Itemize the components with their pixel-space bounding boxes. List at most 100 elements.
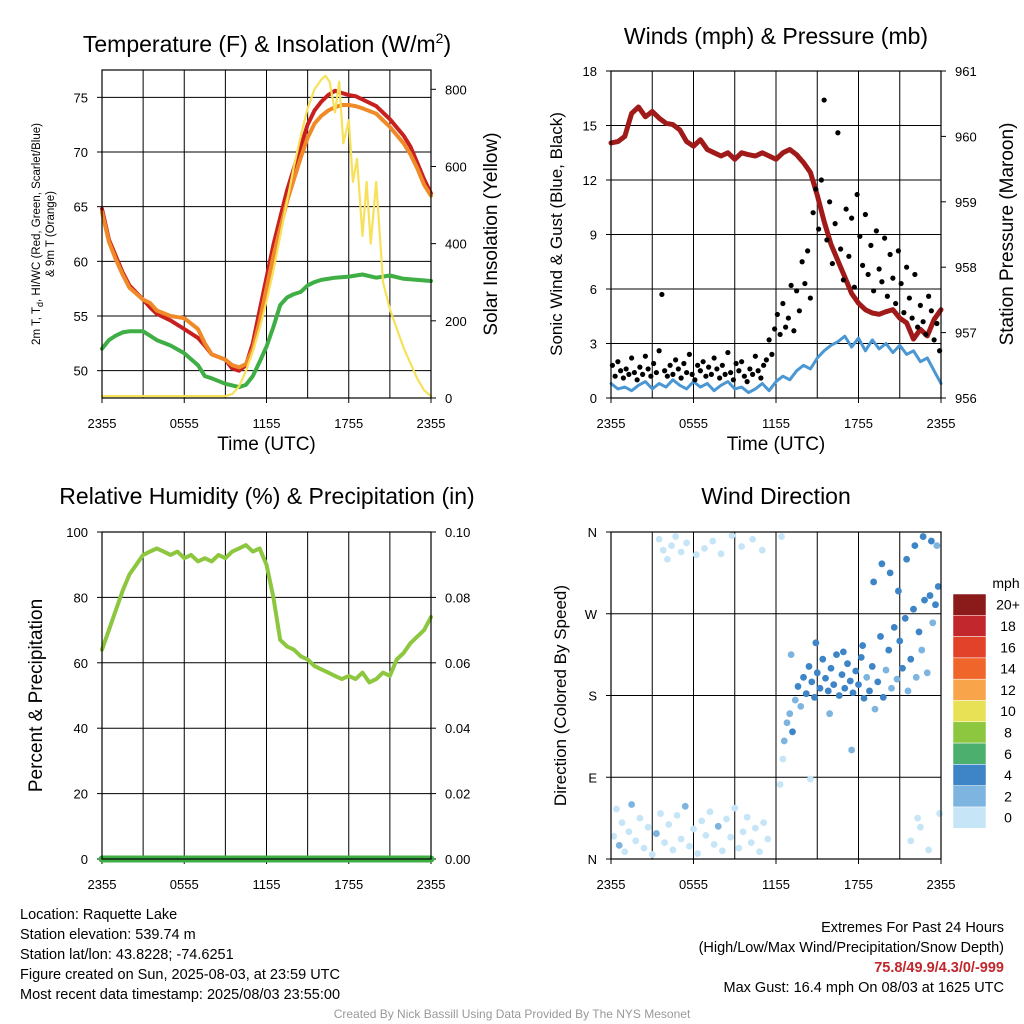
winds-gust-point: [653, 369, 659, 376]
winds-gust-point: [794, 288, 800, 294]
winds-gust-point: [612, 373, 618, 379]
winds-title: Winds (mph) & Pressure (mb): [624, 23, 928, 49]
temp-ytick-label-left: 55: [74, 309, 88, 324]
winds-gust-point: [893, 300, 899, 307]
winds-gust-point: [898, 280, 904, 287]
wdir-point: [934, 583, 942, 590]
wdir-point: [925, 846, 933, 854]
wdir-point: [644, 823, 652, 831]
wdir-point: [882, 666, 890, 674]
winds-xlabel: Time (UTC): [727, 434, 826, 455]
temp-ylabel-left: 2m T, Td, HI/WC (Red, Green, Scarlet/Blu…: [31, 123, 45, 345]
wdir-point: [718, 847, 726, 855]
wdir-ytick-label-left: W: [585, 607, 598, 622]
wdir-panel: 2355 0555 1155 1755 2355 Wind Direction N E S W N D…: [551, 483, 955, 892]
wdir-point: [929, 619, 937, 627]
temp-xtick-label: 0555: [170, 416, 199, 431]
wdir-xtick-label: 2355: [927, 877, 956, 892]
station-location: Location: Raquette Lake: [20, 907, 178, 923]
winds-gust-point: [744, 379, 750, 385]
legend-swatch: [952, 615, 987, 637]
winds-gust-point: [618, 368, 624, 374]
winds-gust-point: [802, 280, 808, 287]
wdir-point: [717, 550, 725, 558]
wdir-point: [899, 664, 906, 672]
wdir-point: [749, 535, 757, 543]
wdir-point: [677, 548, 685, 556]
temp-plot-border: [101, 69, 432, 399]
winds-gust-point: [926, 293, 932, 299]
winds-series-pressure: [608, 104, 944, 342]
wdir-point: [927, 537, 935, 545]
wdir-point: [907, 655, 915, 663]
wdir-point: [903, 555, 911, 563]
wdir-point: [813, 669, 821, 677]
extremes-panel: Extremes For Past 24 Hours (High/Low/Max…: [699, 918, 1004, 998]
rh-xtick-label: 0555: [170, 877, 199, 892]
wdir-point: [776, 781, 784, 788]
wdir-point: [860, 694, 868, 702]
wdir-point: [659, 546, 667, 554]
wdir-point: [677, 835, 685, 843]
wdir-point: [610, 832, 618, 840]
temp-series-td: [100, 272, 433, 390]
winds-gust-point: [857, 233, 863, 239]
recent-data-timestamp: Most recent data timestamp: 2025/08/03 2…: [20, 987, 341, 1003]
wdir-point: [698, 817, 706, 825]
winds-gust-point: [648, 373, 654, 379]
wdir-point: [841, 684, 849, 692]
wdir-point: [824, 687, 832, 695]
winds-gust-point: [695, 362, 701, 368]
wdir-point: [921, 596, 928, 604]
rh-panel: 2355 0555 1155 1755 2355 Relative Humidity (%…: [26, 483, 475, 892]
rh-ytick-label-left: 80: [74, 590, 88, 605]
wdir-plot-border: [610, 531, 942, 860]
winds-gust-point: [711, 355, 717, 361]
temp-title-superscript: 2: [436, 30, 444, 46]
winds-gust-point: [692, 377, 698, 383]
winds-gust-point: [846, 253, 852, 259]
wdir-xtick-label: 1755: [844, 877, 873, 892]
temp-title: Temperature (F) & Insolation (W/m2): [83, 30, 451, 57]
temp-ytick-label-left: 50: [74, 364, 88, 379]
winds-ytick-label-left: 0: [590, 391, 597, 406]
wdir-point: [706, 808, 714, 816]
wdir-point: [874, 678, 882, 686]
winds-gust-point: [747, 366, 753, 372]
wdir-point: [916, 823, 924, 831]
rh-xtick-label: 1155: [253, 877, 281, 892]
winds-gust-point: [631, 369, 637, 376]
wdir-point: [735, 844, 743, 852]
temp-xtick-label: 1155: [253, 416, 281, 431]
winds-gust-point: [821, 97, 827, 103]
winds-ylabel-right: Station Pressure (Maroon): [997, 123, 1018, 346]
wdir-point: [758, 546, 766, 554]
winds-gust-point: [865, 271, 871, 278]
wdir-point: [779, 755, 787, 763]
temp-xlabel: Time (UTC): [217, 434, 316, 455]
figure-created: Figure created on Sun, 2025-08-03, at 23…: [20, 967, 340, 983]
winds-gust-point: [755, 368, 761, 374]
wdir-point: [933, 542, 941, 550]
winds-gust-point: [868, 242, 874, 248]
wdir-point: [855, 681, 862, 688]
wdir-point: [681, 802, 689, 810]
temp-ylabel-part: 2m T, T: [31, 307, 43, 345]
legend-label: 10: [1000, 703, 1016, 719]
wdir-point: [915, 628, 923, 636]
wdir-point: [844, 660, 851, 668]
winds-gust-point: [884, 293, 890, 299]
winds-gust-point: [684, 369, 690, 376]
wdir-point: [701, 544, 708, 552]
winds-gust-point: [733, 360, 739, 367]
winds-gust-point: [728, 369, 734, 376]
wdir-point: [756, 848, 763, 856]
legend-label: 14: [1000, 661, 1016, 677]
wdir-point: [618, 819, 626, 827]
wdir-point: [857, 653, 865, 661]
temp-ylabel-right: Solar Insolation (Yellow): [481, 132, 502, 335]
wdir-point: [912, 673, 920, 681]
wdir-point: [805, 663, 813, 670]
wdir-point: [878, 560, 886, 568]
wdir-point: [866, 687, 873, 695]
